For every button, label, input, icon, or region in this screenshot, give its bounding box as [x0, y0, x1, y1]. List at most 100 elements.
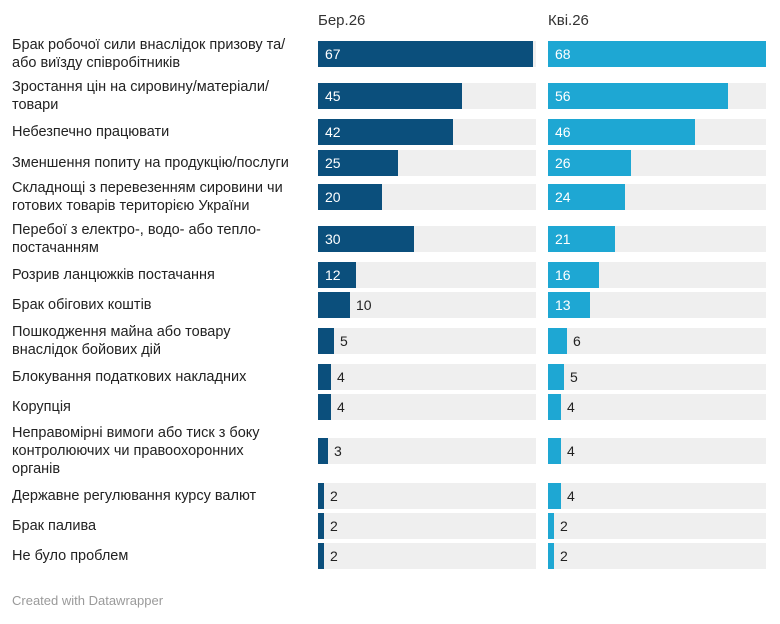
data-label: 20	[325, 189, 341, 205]
data-label: 24	[555, 189, 571, 205]
bar-track: 2	[548, 543, 766, 569]
bar-track: 24	[548, 184, 766, 210]
bar-track: 5	[318, 328, 536, 354]
data-label: 56	[555, 88, 571, 104]
bar	[548, 119, 695, 145]
bar-track: 26	[548, 150, 766, 176]
row-label: Пошкодження майна або товару внаслідок б…	[12, 319, 312, 363]
bar	[318, 184, 382, 210]
bar-track: 2	[318, 483, 536, 509]
bar	[318, 150, 398, 176]
data-label: 4	[567, 488, 575, 504]
bar	[318, 438, 328, 464]
data-label: 67	[325, 46, 341, 62]
data-label: 5	[340, 333, 348, 349]
bar-track: 4	[548, 483, 766, 509]
bar-track: 25	[318, 150, 536, 176]
bar	[548, 328, 567, 354]
row-label: Перебої з електро-, водо- або тепло- пос…	[12, 217, 312, 261]
bar-track: 2	[318, 513, 536, 539]
data-label: 3	[334, 443, 342, 459]
bar	[318, 262, 356, 288]
bar-track: 42	[318, 119, 536, 145]
data-label: 2	[560, 548, 568, 564]
row-label: Розрив ланцюжків постачання	[12, 260, 312, 290]
bar	[548, 292, 590, 318]
bar-track: 2	[548, 513, 766, 539]
bar	[548, 543, 554, 569]
bar-track: 4	[318, 394, 536, 420]
row-label-text: Розрив ланцюжків постачання	[12, 267, 215, 283]
row-label-text: Зменшення попиту на продукцію/послуги	[12, 155, 289, 171]
data-label: 4	[567, 399, 575, 415]
data-label: 30	[325, 231, 341, 247]
data-label: 2	[560, 518, 568, 534]
bar-track: 21	[548, 226, 766, 252]
legend-april: Кві.26	[548, 12, 589, 29]
bar	[318, 543, 324, 569]
bar	[548, 483, 561, 509]
row-label-text: Брак обігових коштів	[12, 297, 152, 313]
bar	[548, 226, 615, 252]
data-label: 2	[330, 548, 338, 564]
data-label: 5	[570, 369, 578, 385]
bar-track: 12	[318, 262, 536, 288]
bar	[318, 394, 331, 420]
bar-track: 67	[318, 41, 536, 67]
data-label: 4	[337, 399, 345, 415]
bar	[548, 184, 625, 210]
bar	[318, 483, 324, 509]
bar-track: 4	[548, 438, 766, 464]
data-label: 4	[337, 369, 345, 385]
bar-track: 3	[318, 438, 536, 464]
bar	[318, 364, 331, 390]
bar-track: 4	[548, 394, 766, 420]
legend-march: Бер.26	[318, 12, 366, 29]
data-label: 45	[325, 88, 341, 104]
row-label-text: Блокування податкових накладних	[12, 369, 247, 385]
row-label-text: Не було проблем	[12, 548, 129, 564]
row-label: Блокування податкових накладних	[12, 362, 312, 392]
row-label-text: Брак палива	[12, 518, 97, 534]
row-label-text: Складнощі з перевезенням сировини чи гот…	[12, 180, 283, 214]
bar	[318, 41, 533, 67]
row-label: Брак робочої сили внаслідок призову та/ …	[12, 32, 312, 76]
bar	[548, 262, 599, 288]
bar-track: 6	[548, 328, 766, 354]
row-label: Небезпечно працювати	[12, 117, 312, 147]
bar	[318, 328, 334, 354]
bar-track: 30	[318, 226, 536, 252]
bar-track: 4	[318, 364, 536, 390]
bar	[548, 364, 564, 390]
bar-track: 5	[548, 364, 766, 390]
bar-track: 45	[318, 83, 536, 109]
row-label-text: Неправомірні вимоги або тиск з боку конт…	[12, 425, 260, 477]
data-label: 10	[356, 297, 372, 313]
bar	[318, 292, 350, 318]
row-label: Складнощі з перевезенням сировини чи гот…	[12, 175, 312, 219]
data-label: 42	[325, 124, 341, 140]
bar	[318, 226, 414, 252]
bar	[548, 513, 554, 539]
bar-track: 16	[548, 262, 766, 288]
row-label: Зростання цін на сировину/матеріали/ тов…	[12, 74, 312, 118]
row-label: Брак обігових коштів	[12, 290, 312, 320]
row-label: Корупція	[12, 392, 312, 422]
bar	[548, 83, 728, 109]
bar-track: 20	[318, 184, 536, 210]
bar	[548, 394, 561, 420]
bar	[318, 119, 453, 145]
row-label: Державне регулювання курсу валют	[12, 481, 312, 511]
bar	[548, 150, 631, 176]
data-label: 21	[555, 231, 571, 247]
bar-track: 2	[318, 543, 536, 569]
row-label-text: Державне регулювання курсу валют	[12, 488, 257, 504]
data-label: 13	[555, 297, 571, 313]
bar-track: 56	[548, 83, 766, 109]
row-label-text: Брак робочої сили внаслідок призову та/ …	[12, 37, 286, 71]
row-label-text: Небезпечно працювати	[12, 124, 170, 140]
data-label: 16	[555, 267, 571, 283]
row-label: Брак палива	[12, 511, 312, 541]
credit-footer: Created with Datawrapper	[12, 593, 164, 608]
